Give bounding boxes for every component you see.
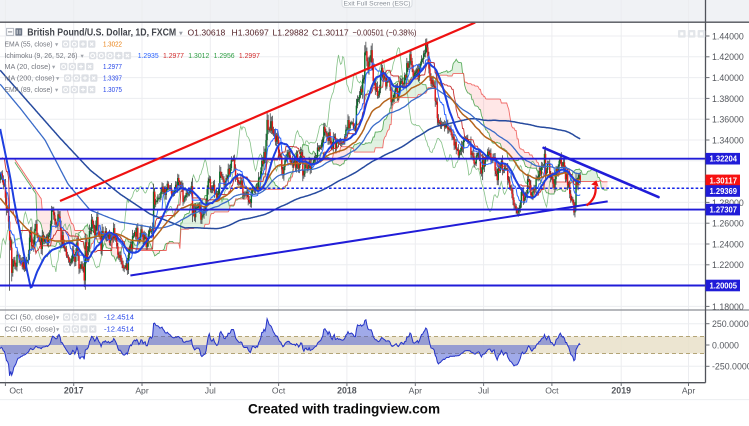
svg-text:250.0000: 250.0000: [712, 319, 749, 329]
svg-text:1.42000: 1.42000: [712, 52, 744, 62]
svg-text:1.30117: 1.30117: [710, 176, 738, 185]
svg-text:C1.30117: C1.30117: [312, 28, 349, 38]
svg-text:1.3012: 1.3012: [188, 53, 209, 60]
svg-text:Oct: Oct: [272, 386, 286, 396]
svg-text:1.3022: 1.3022: [103, 42, 122, 49]
svg-text:1.20005: 1.20005: [710, 282, 738, 291]
svg-text:1.36000: 1.36000: [712, 115, 744, 125]
svg-text:Exit Full Screen (ESC): Exit Full Screen (ESC): [344, 1, 411, 8]
svg-text:1.27307: 1.27307: [710, 206, 738, 215]
svg-text:-12.4514: -12.4514: [104, 315, 134, 322]
svg-text:MA (200, close): MA (200, close): [5, 76, 55, 83]
svg-text:EMA (89, close): EMA (89, close): [5, 87, 53, 94]
svg-text:H1.30697: H1.30697: [232, 28, 269, 38]
svg-text:1.24000: 1.24000: [712, 239, 744, 249]
svg-text:Jul: Jul: [205, 386, 216, 396]
svg-text:L1.29882: L1.29882: [273, 28, 309, 38]
svg-text:1.29369: 1.29369: [710, 187, 738, 196]
svg-text:CCI (50, close): CCI (50, close): [5, 327, 56, 334]
svg-text:1.18000: 1.18000: [712, 302, 744, 312]
svg-text:Ichimoku (9, 26, 52, 26): Ichimoku (9, 26, 52, 26): [5, 53, 78, 60]
svg-text:1.2956: 1.2956: [214, 53, 235, 60]
svg-text:1.2977: 1.2977: [163, 53, 184, 60]
svg-text:British Pound/U.S. Dollar, 1D,: British Pound/U.S. Dollar, 1D, FXCM: [27, 28, 176, 39]
svg-text:1.3075: 1.3075: [103, 87, 122, 94]
svg-text:▾: ▾: [55, 87, 59, 94]
svg-text:MA (20, close): MA (20, close): [5, 64, 51, 71]
svg-text:▾: ▾: [55, 42, 59, 49]
svg-text:1.32204: 1.32204: [710, 155, 738, 164]
svg-text:Apr: Apr: [682, 386, 696, 396]
svg-text:▾: ▾: [56, 315, 60, 322]
svg-text:-12.4514: -12.4514: [104, 327, 134, 334]
svg-text:▾: ▾: [52, 64, 56, 71]
svg-text:2019: 2019: [611, 386, 631, 396]
svg-text:1.2935: 1.2935: [138, 53, 159, 60]
svg-text:Apr: Apr: [135, 386, 149, 396]
svg-text:Oct: Oct: [9, 386, 23, 396]
svg-text:1.2997: 1.2997: [239, 53, 260, 60]
svg-text:−0.00501 (−0.38%): −0.00501 (−0.38%): [353, 28, 417, 38]
svg-text:-250.0000: -250.0000: [712, 362, 749, 372]
svg-text:1.34000: 1.34000: [712, 135, 744, 145]
svg-text:1.26000: 1.26000: [712, 219, 744, 229]
svg-text:Created with tradingview.com: Created with tradingview.com: [248, 402, 440, 417]
svg-text:CCI (50, close): CCI (50, close): [5, 315, 56, 322]
svg-text:1.40000: 1.40000: [712, 73, 744, 83]
svg-text:1.28000: 1.28000: [712, 198, 744, 208]
svg-text:▾: ▾: [81, 53, 85, 60]
svg-text:1.38000: 1.38000: [712, 94, 744, 104]
svg-text:Jul: Jul: [478, 386, 489, 396]
svg-text:1.3397: 1.3397: [103, 76, 122, 83]
svg-text:2017: 2017: [64, 386, 84, 396]
svg-text:Apr: Apr: [409, 386, 423, 396]
svg-text:1.22000: 1.22000: [712, 260, 744, 270]
svg-text:2018: 2018: [337, 386, 357, 396]
svg-text:1.2977: 1.2977: [103, 64, 122, 71]
svg-text:▾: ▾: [56, 76, 60, 83]
svg-text:1.44000: 1.44000: [712, 31, 744, 41]
svg-text:▾: ▾: [56, 327, 60, 334]
svg-text:EMA (55, close): EMA (55, close): [5, 42, 53, 49]
svg-text:0.0000: 0.0000: [712, 340, 739, 350]
svg-text:O1.30618: O1.30618: [188, 28, 226, 38]
svg-text:▾: ▾: [179, 28, 183, 37]
svg-text:Oct: Oct: [545, 386, 559, 396]
